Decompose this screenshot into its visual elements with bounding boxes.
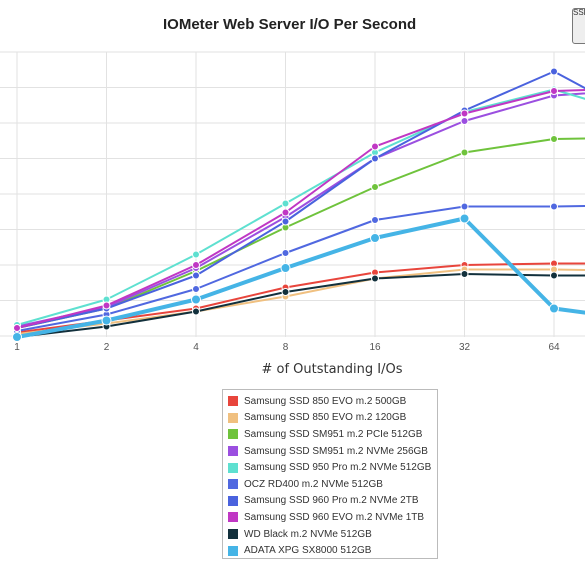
legend-label: Samsung SSD SM951 m.2 NVMe 256GB — [244, 445, 428, 457]
data-point — [192, 250, 200, 259]
data-point — [460, 202, 469, 211]
legend-label: Samsung SSD 960 Pro m.2 NVMe 2TB — [244, 495, 419, 507]
data-point — [550, 135, 558, 143]
legend-label: OCZ RD400 m.2 NVMe 512GB — [244, 478, 383, 490]
legend-label: Samsung SSD 850 EVO m.2 120GB — [244, 412, 407, 424]
data-point — [281, 249, 290, 257]
legend-label: WD Black m.2 NVMe 512GB — [244, 528, 372, 540]
data-point — [550, 202, 558, 211]
legend-swatch — [228, 412, 238, 423]
legend-swatch — [228, 396, 238, 407]
x-tick-label: 16 — [369, 342, 381, 353]
site-logo-text: SSD — [573, 8, 585, 17]
legend-item[interactable]: Samsung SSD 960 EVO m.2 NVMe 1TB — [228, 509, 437, 526]
series-line — [16, 216, 585, 339]
legend-swatch — [228, 429, 238, 440]
series-line — [16, 92, 585, 328]
legend-label: ADATA XPG SX8000 512GB — [244, 545, 372, 557]
legend-item[interactable]: Samsung SSD 850 EVO m.2 120GB — [228, 410, 437, 427]
legend-label: Samsung SSD 950 Pro m.2 NVMe 512GB — [244, 462, 432, 474]
x-tick-labels: 1 2 4 8 16 32 64 — [14, 342, 560, 353]
legend-item[interactable]: Samsung SSD SM951 m.2 PCIe 512GB — [228, 426, 437, 443]
legend-label: Samsung SSD SM951 m.2 PCIe 512GB — [244, 428, 423, 440]
data-point — [550, 67, 558, 76]
data-point — [13, 324, 21, 332]
x-tick-label: 2 — [104, 342, 110, 353]
series-line — [16, 273, 585, 338]
x-axis-label: # of Outstanding I/Os — [261, 362, 402, 377]
data-point — [371, 216, 379, 224]
legend-swatch — [228, 529, 238, 540]
data-point — [281, 208, 290, 217]
data-point — [370, 233, 380, 243]
legend-swatch — [228, 479, 238, 490]
legend-swatch — [228, 545, 238, 556]
data-point — [371, 142, 379, 151]
legend-label: Samsung SSD 960 EVO m.2 NVMe 1TB — [244, 511, 425, 523]
data-point — [371, 183, 379, 191]
series-line — [16, 204, 585, 332]
data-point — [102, 301, 111, 310]
data-point — [550, 87, 558, 95]
legend-item[interactable]: Samsung SSD 850 EVO m.2 500GB — [228, 393, 437, 410]
legend-swatch — [228, 462, 238, 473]
data-point — [281, 199, 290, 208]
data-point — [191, 294, 201, 305]
x-tick-label: 8 — [283, 342, 289, 353]
data-point — [460, 117, 469, 125]
legend-label: Samsung SSD 850 EVO m.2 500GB — [244, 395, 407, 407]
chart-title: IOMeter Web Server I/O Per Second — [163, 16, 417, 33]
series-line — [16, 70, 585, 329]
series-line — [16, 268, 585, 335]
data-point — [280, 263, 291, 273]
legend-item[interactable]: Samsung SSD 960 Pro m.2 NVMe 2TB — [228, 493, 437, 510]
legend-item[interactable]: ADATA XPG SX8000 512GB — [228, 542, 437, 559]
legend-swatch — [228, 446, 238, 457]
x-tick-label: 64 — [548, 342, 560, 353]
legend-swatch — [228, 495, 238, 506]
x-tick-label: 1 — [14, 342, 20, 353]
legend-item[interactable]: WD Black m.2 NVMe 512GB — [228, 526, 437, 543]
x-tick-label: 4 — [193, 342, 199, 353]
x-tick-label: 32 — [459, 342, 471, 353]
data-point — [192, 307, 200, 316]
series-line — [16, 137, 585, 329]
data-point — [459, 213, 470, 224]
series-lines — [12, 67, 585, 342]
data-point — [549, 303, 559, 314]
data-point — [192, 261, 200, 269]
legend: Samsung SSD 850 EVO m.2 500GB Samsung SSD… — [222, 389, 438, 559]
series-line — [16, 88, 585, 329]
legend-item[interactable]: Samsung SSD 950 Pro m.2 NVMe 512GB — [228, 459, 437, 476]
legend-item[interactable]: OCZ RD400 m.2 NVMe 512GB — [228, 476, 437, 493]
site-logo: SSD — [572, 8, 585, 44]
data-point — [101, 315, 112, 326]
data-point — [550, 271, 558, 280]
data-point — [281, 217, 290, 226]
data-point — [281, 288, 290, 296]
data-point — [192, 271, 200, 280]
data-point — [460, 109, 469, 118]
legend-swatch — [228, 512, 238, 523]
data-point — [371, 154, 379, 163]
legend-item[interactable]: Samsung SSD SM951 m.2 NVMe 256GB — [228, 443, 437, 460]
data-point — [192, 285, 200, 293]
data-point — [371, 274, 379, 283]
data-point — [12, 332, 22, 342]
data-point — [460, 148, 469, 157]
data-point — [460, 270, 469, 278]
series-line — [16, 88, 585, 326]
